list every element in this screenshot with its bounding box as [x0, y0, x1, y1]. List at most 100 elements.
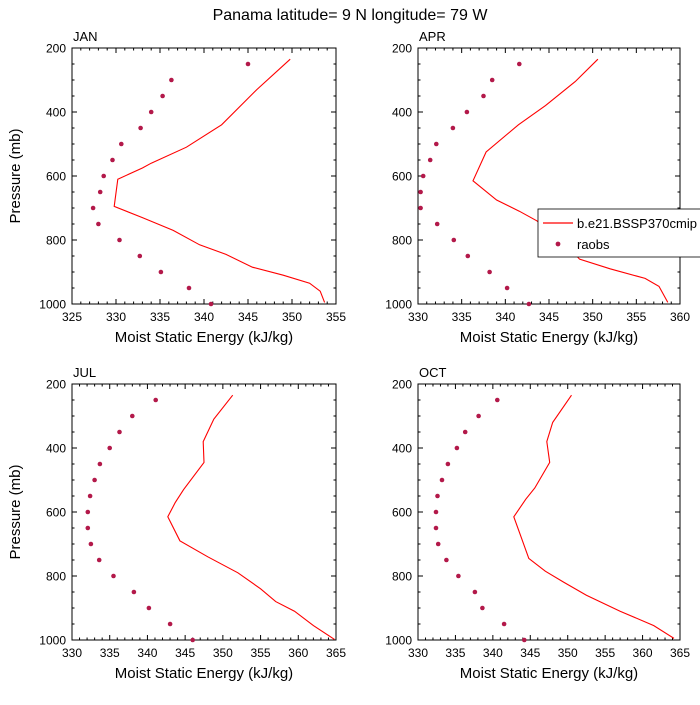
panel-apr: APR 330 335 340 345 350 355 360 200 400 600 800 1000… — [385, 29, 690, 346]
x-tick-label: 340 — [137, 646, 157, 660]
y-tick-label: 1000 — [385, 298, 412, 312]
raobs-point — [434, 141, 439, 147]
raobs-point — [208, 301, 214, 307]
x-tick-label: 360 — [670, 310, 690, 324]
x-tick-label: 365 — [670, 646, 690, 660]
raobs-point — [131, 589, 137, 595]
y-tick-label: 200 — [392, 42, 412, 56]
raobs-point — [420, 173, 426, 179]
legend-box — [537, 208, 700, 258]
raobs-point — [456, 573, 461, 579]
raobs-point — [526, 301, 532, 307]
raobs-point — [167, 621, 173, 627]
x-tick-label: 340 — [495, 310, 515, 324]
x-tick-label: 365 — [326, 646, 346, 660]
x-axis-label: Moist Static Energy (kJ/kg) — [460, 329, 638, 346]
raobs-point — [450, 125, 456, 131]
raobs-point — [472, 589, 478, 595]
raobs-point — [435, 493, 440, 499]
raobs-point — [96, 221, 101, 227]
raobs-point — [245, 61, 251, 67]
raobs-point — [90, 205, 96, 211]
raobs-point — [169, 77, 174, 83]
x-tick-label: 355 — [626, 310, 646, 324]
y-tick-label: 200 — [46, 42, 66, 56]
y-tick-label: 1000 — [385, 634, 412, 648]
raobs-point — [454, 445, 460, 451]
x-tick-label: 345 — [238, 310, 258, 324]
x-tick-label: 350 — [282, 310, 302, 324]
y-tick-label: 1000 — [39, 634, 66, 648]
raobs-point — [97, 461, 103, 467]
raobs-point — [476, 413, 481, 419]
x-tick-label: 340 — [483, 646, 503, 660]
raobs-point — [434, 221, 440, 227]
y-tick-label: 600 — [392, 170, 412, 184]
raobs-point — [480, 605, 485, 611]
raobs-point — [418, 205, 423, 211]
raobs-point — [517, 61, 522, 67]
y-tick-label: 800 — [46, 234, 66, 248]
y-tick-label: 400 — [46, 106, 66, 120]
model-profile-line — [113, 58, 326, 303]
raobs-point — [92, 477, 97, 483]
x-tick-label: 360 — [288, 646, 308, 660]
raobs-point — [158, 269, 164, 275]
plot-frame — [71, 383, 337, 641]
raobs-point — [487, 269, 492, 275]
raobs-point — [110, 157, 115, 163]
raobs-point — [107, 445, 112, 451]
x-tick-label: 335 — [100, 646, 120, 660]
x-tick-label: 340 — [194, 310, 214, 324]
legend-label-model: b.e21.BSSP370cmip — [577, 216, 697, 231]
raobs-point — [418, 189, 423, 195]
plot-frame — [71, 47, 337, 305]
raobs-point — [153, 397, 158, 403]
panel-title: OCT — [419, 365, 447, 380]
raobs-point — [186, 285, 192, 291]
raobs-point — [504, 285, 510, 291]
y-tick-label: 400 — [46, 442, 66, 456]
x-tick-label: 345 — [539, 310, 559, 324]
raobs-point — [445, 461, 451, 467]
x-tick-label: 360 — [633, 646, 653, 660]
raobs-point — [96, 557, 102, 563]
y-tick-label: 200 — [392, 378, 412, 392]
raobs-point — [435, 541, 441, 547]
raobs-point — [439, 477, 445, 483]
raobs-point — [117, 429, 122, 435]
y-tick-label: 800 — [392, 570, 412, 584]
model-profile-line — [472, 58, 669, 303]
figure-title: Panama latitude= 9 N longitude= 79 W — [213, 7, 489, 24]
raobs-point — [522, 637, 527, 643]
y-axis-label: Pressure (mb) — [7, 128, 24, 223]
x-tick-label: 355 — [595, 646, 615, 660]
raobs-point — [495, 397, 500, 403]
y-tick-label: 400 — [392, 442, 412, 456]
panel-title: JUL — [73, 365, 96, 380]
raobs-point — [85, 525, 91, 531]
raobs-point — [433, 509, 439, 515]
raobs-point — [501, 621, 507, 627]
y-tick-label: 800 — [392, 234, 412, 248]
raobs-point — [146, 605, 152, 611]
x-tick-label: 350 — [583, 310, 603, 324]
raobs-point — [111, 573, 116, 579]
raobs-point — [451, 237, 457, 243]
model-profile-line — [167, 394, 335, 640]
x-tick-label: 350 — [213, 646, 233, 660]
model-profile-line — [513, 394, 675, 639]
y-tick-label: 200 — [46, 378, 66, 392]
y-axis-label: Pressure (mb) — [7, 464, 24, 559]
y-tick-label: 1000 — [39, 298, 66, 312]
x-tick-label: 350 — [558, 646, 578, 660]
raobs-point — [160, 93, 165, 99]
x-tick-label: 330 — [408, 310, 428, 324]
x-tick-label: 345 — [175, 646, 195, 660]
y-tick-label: 600 — [46, 170, 66, 184]
raobs-point — [489, 77, 495, 83]
x-axis-label: Moist Static Energy (kJ/kg) — [115, 665, 293, 682]
legend: b.e21.BSSP370cmip raobs — [537, 208, 700, 258]
raobs-point — [138, 125, 143, 131]
